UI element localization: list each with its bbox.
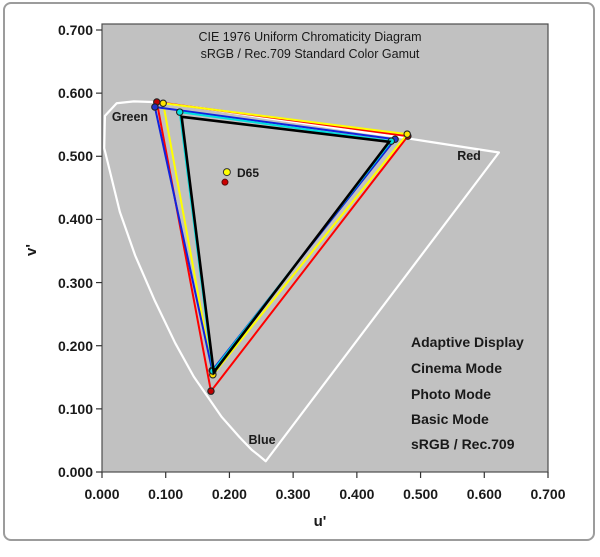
x-tick-7: 0.700 [530,486,565,502]
x-tick-4: 0.400 [339,486,374,502]
vertex-marker-adaptive-display [207,387,215,395]
plot-area [101,23,549,473]
region-label-green: Green [112,110,148,124]
y-axis-label: v' [23,244,40,256]
chart-title-line1: CIE 1976 Uniform Chromaticity Diagram [199,30,422,44]
legend-item-basic-mode: Basic Mode [411,411,489,427]
y-tick-6: 0.600 [58,85,93,101]
gamut-srgb-rec-709 [180,115,392,376]
y-tick-4: 0.400 [58,211,93,227]
spectral-locus [103,100,501,463]
y-tick-5: 0.500 [58,148,93,164]
chart-title-line2: sRGB / Rec.709 Standard Color Gamut [201,47,420,61]
x-tick-2: 0.200 [212,486,247,502]
legend-item-cinema-mode: Cinema Mode [411,360,502,376]
x-tick-6: 0.600 [467,486,502,502]
x-tick-3: 0.300 [276,486,311,502]
x-tick-5: 0.500 [403,486,438,502]
legend-item-photo-mode: Photo Mode [411,386,491,402]
d65-marker [222,168,231,177]
vertex-marker-basic-mode [175,108,184,116]
y-tick-1: 0.100 [58,401,93,417]
white-point-dot [221,178,229,186]
x-tick-0: 0.000 [84,486,119,502]
legend-item-adaptive-display: Adaptive Display [411,334,524,350]
region-label-blue: Blue [248,433,275,447]
y-tick-0: 0.000 [58,464,93,480]
y-tick-7: 0.700 [58,22,93,38]
y-tick-3: 0.300 [58,275,93,291]
region-label-red: Red [457,149,481,163]
d65-label: D65 [237,166,259,180]
gamut-cinema-mode [161,102,410,378]
x-tick-1: 0.100 [148,486,183,502]
x-axis-label: u' [314,513,327,530]
vertex-marker-cinema-mode [403,130,411,138]
vertex-marker-photo-mode [151,103,159,111]
vertex-marker-cinema-mode [159,99,167,107]
legend-item-srgb-rec709: sRGB / Rec.709 [411,436,515,452]
data-layer [96,29,549,478]
y-tick-2: 0.200 [58,338,93,354]
